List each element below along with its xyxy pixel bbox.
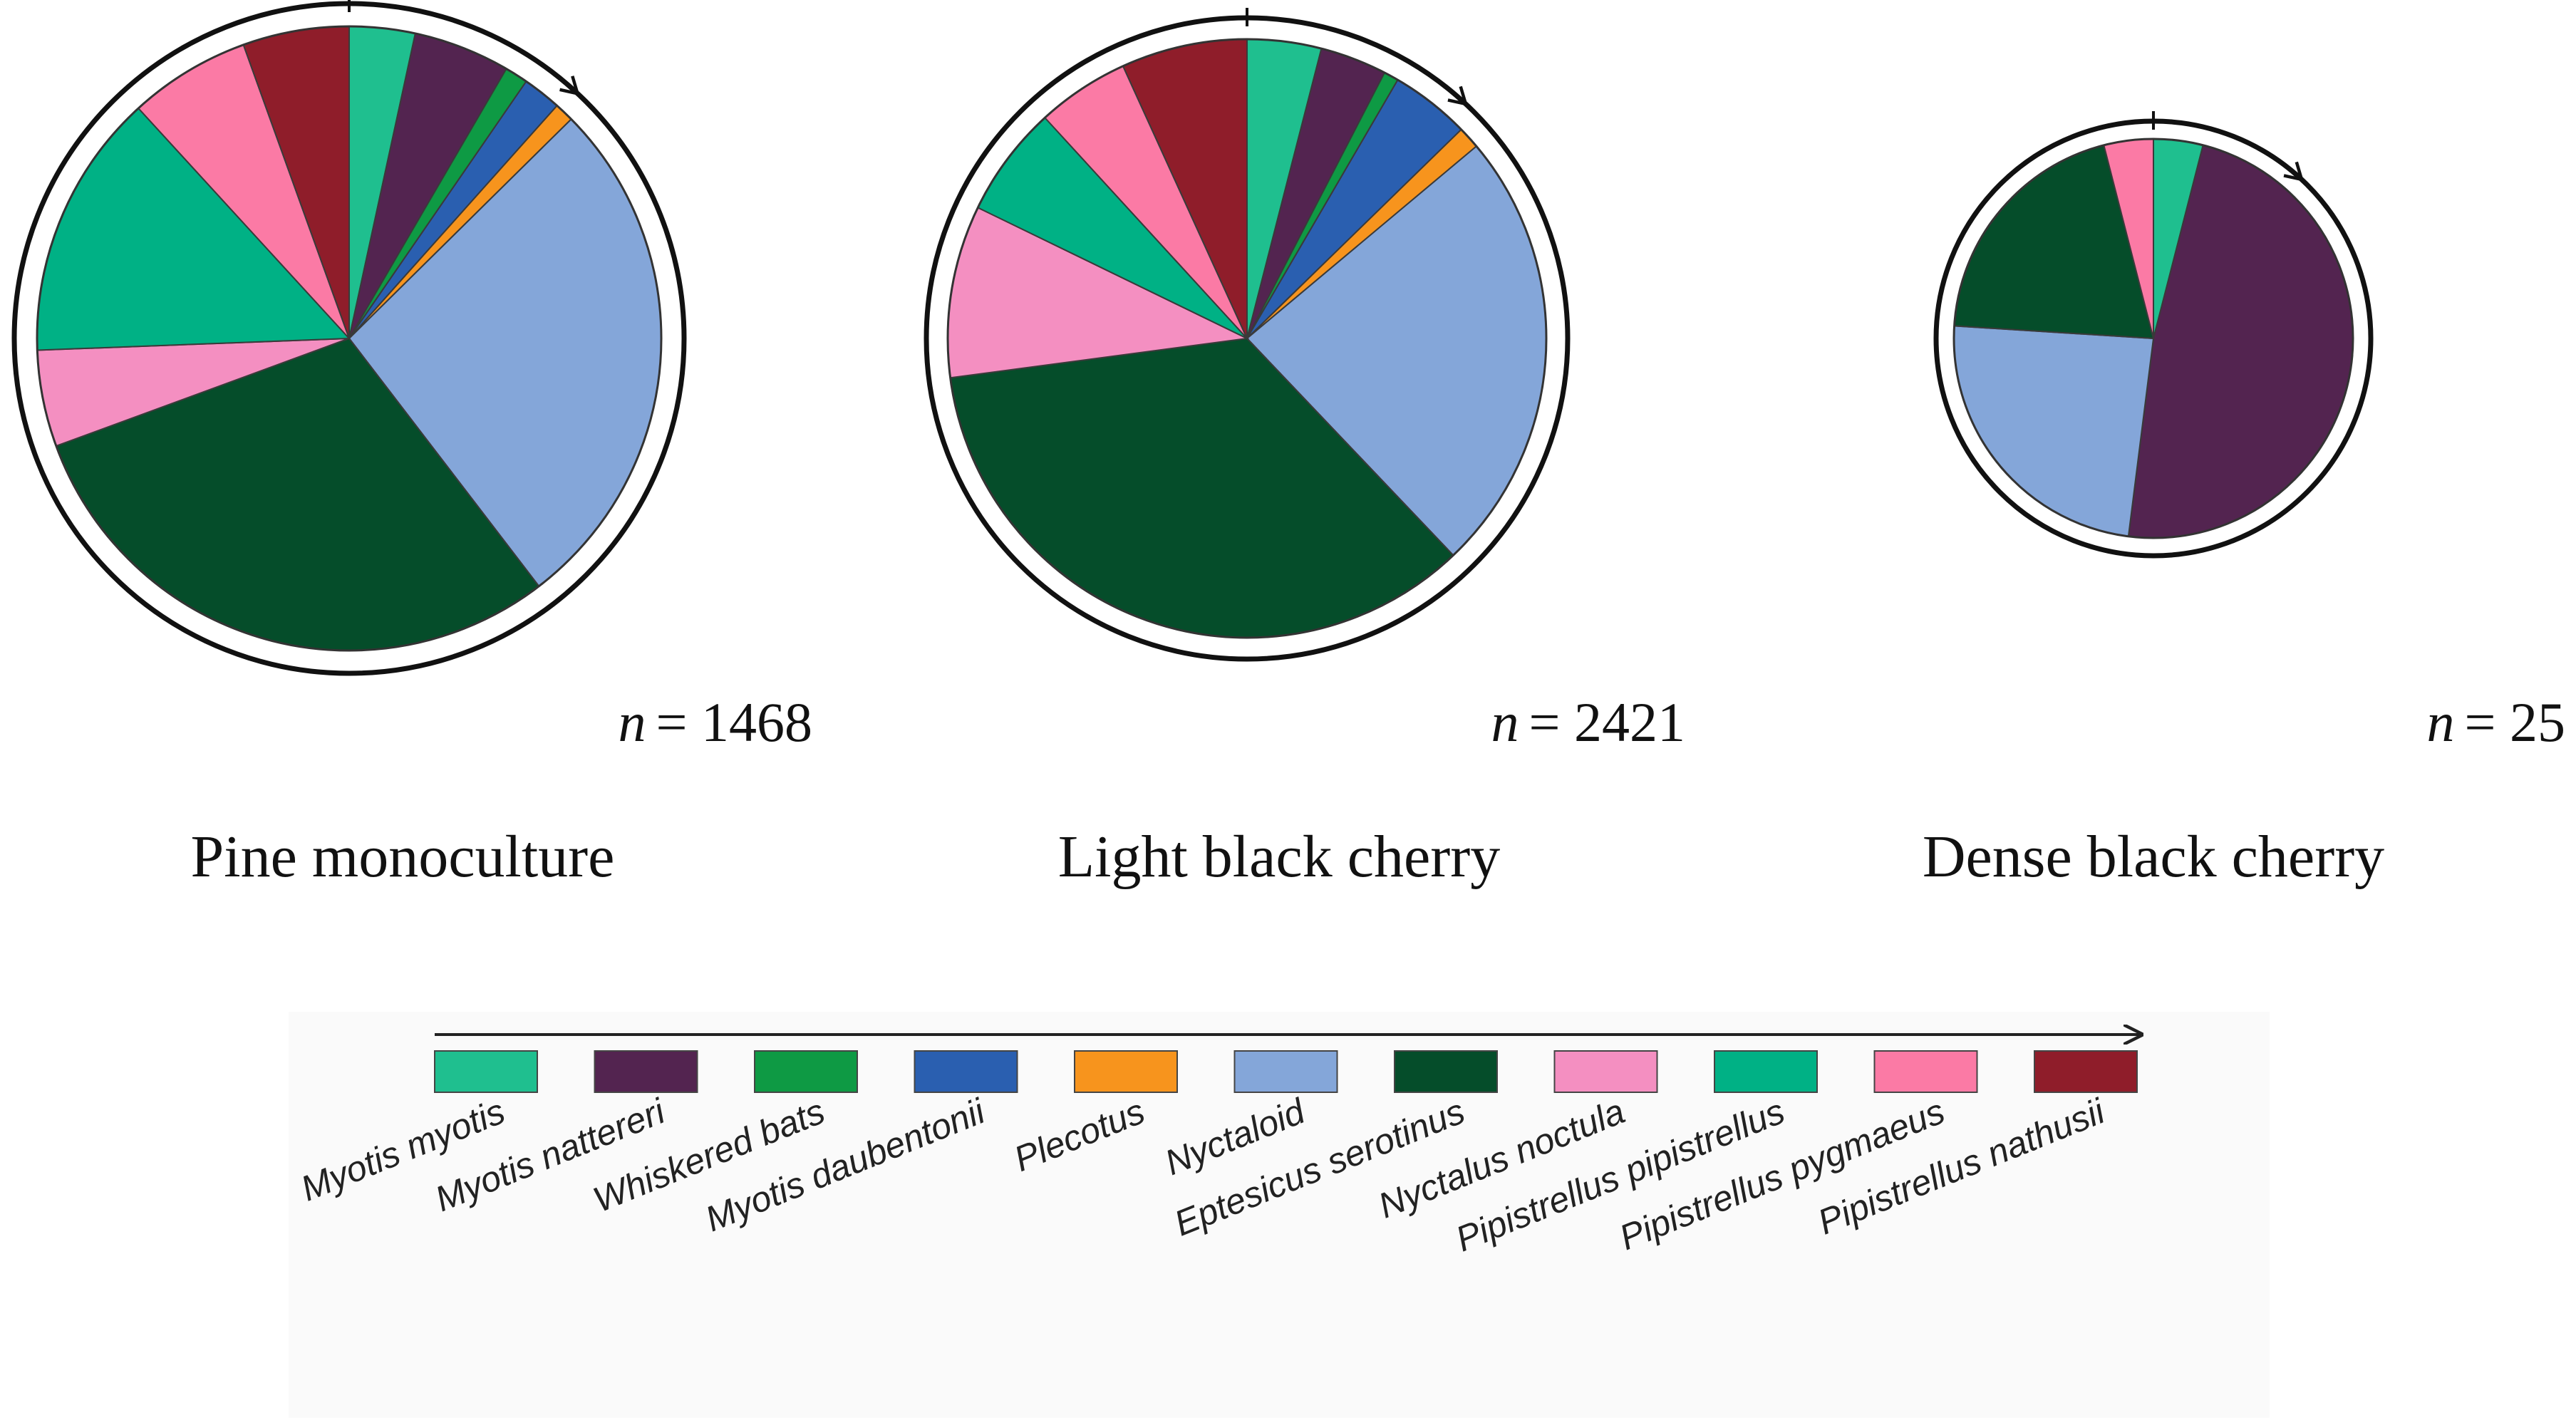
pie-border: [1952, 138, 2354, 539]
legend-swatch: [1553, 1050, 1658, 1093]
legend-swatch: [1074, 1050, 1178, 1093]
n-symbol: n: [619, 691, 646, 753]
legend-swatch: [2034, 1050, 2138, 1093]
pie-chart-light-black-cherry: n = 2421 Light black cherry: [924, 8, 1686, 890]
pie-sample-size-label: n = 25: [2427, 691, 2566, 753]
pie-title: Pine monoculture: [191, 824, 615, 890]
pie-direction-arrowhead: [559, 76, 580, 96]
legend-swatch: [434, 1050, 538, 1093]
legend-swatch: [1394, 1050, 1498, 1093]
legend-swatch: [594, 1050, 698, 1093]
pie-chart-dense-black-cherry: n = 25 Dense black cherry: [1923, 111, 2565, 890]
pie-direction-arrowhead: [2283, 161, 2305, 182]
n-value: = 2421: [1529, 691, 1686, 753]
pie-chart-pine-monoculture: n = 1468 Pine monoculture: [11, 0, 813, 890]
legend-swatch: [1873, 1050, 1978, 1093]
pie-border: [36, 25, 663, 652]
n-value: = 1468: [656, 691, 813, 753]
legend-swatch: [1233, 1050, 1338, 1093]
legend-swatch: [754, 1050, 858, 1093]
pie-border: [946, 38, 1548, 639]
n-symbol: n: [1491, 691, 1519, 753]
legend-swatch: [1714, 1050, 1818, 1093]
pie-title: Light black cherry: [1058, 824, 1500, 890]
pie-title: Dense black cherry: [1923, 824, 2384, 890]
n-value: = 25: [2465, 691, 2566, 753]
n-symbol: n: [2427, 691, 2455, 753]
pie-slice-nyctaloid: [1953, 325, 2155, 537]
pie-sample-size-label: n = 1468: [619, 691, 813, 753]
pie-direction-arrowhead: [1447, 86, 1469, 106]
pie-sample-size-label: n = 2421: [1491, 691, 1686, 753]
legend-swatch: [914, 1050, 1018, 1093]
